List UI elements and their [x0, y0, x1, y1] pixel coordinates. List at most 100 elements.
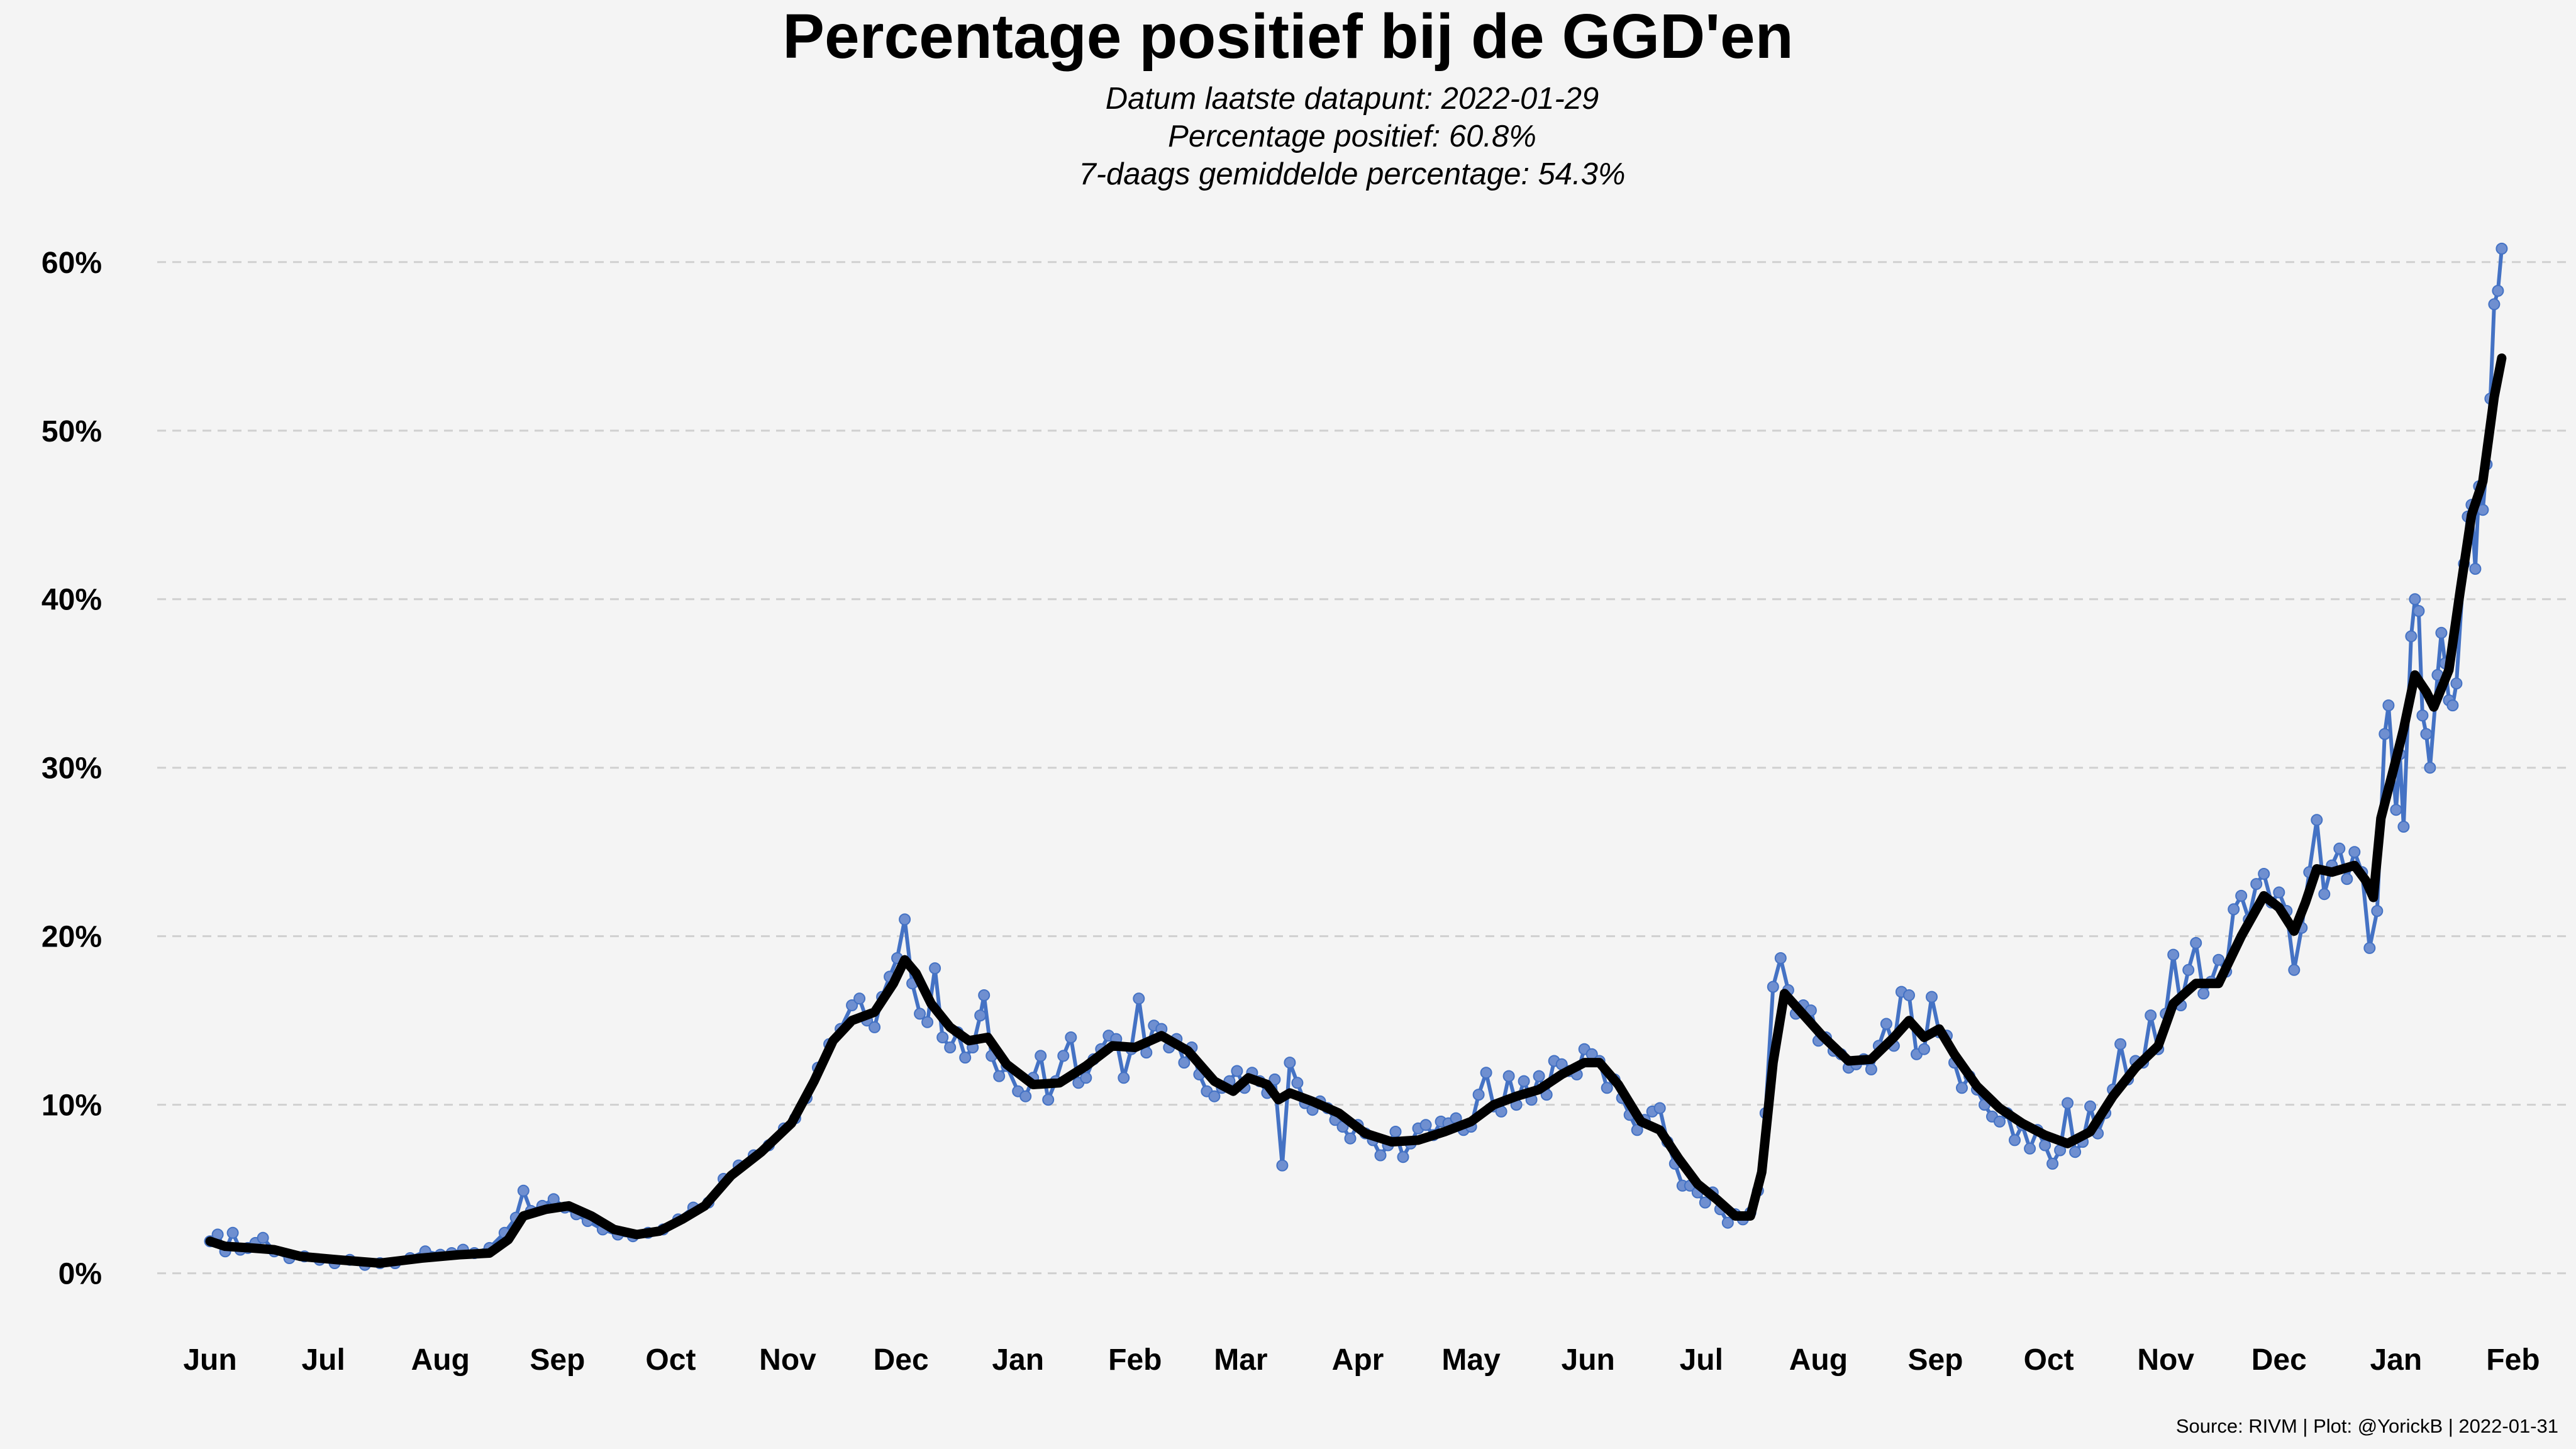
- daily-point: [2288, 963, 2301, 976]
- chart-subtitle-line-3: 7-daags gemiddelde percentage: 54.3%: [1079, 157, 1625, 191]
- daily-point: [2046, 1157, 2059, 1170]
- x-tick-label: Oct: [645, 1343, 696, 1377]
- daily-point: [2416, 709, 2429, 722]
- daily-point: [1721, 1216, 1734, 1229]
- daily-point: [2363, 941, 2376, 954]
- chart-caption: Source: RIVM | Plot: @YorickB | 2022-01-…: [2176, 1415, 2558, 1437]
- daily-point: [517, 1184, 530, 1197]
- daily-point: [2167, 948, 2180, 961]
- x-tick-label: Nov: [2137, 1343, 2194, 1377]
- x-tick-label: Aug: [1789, 1343, 1848, 1377]
- daily-point: [914, 1008, 926, 1020]
- daily-point: [1926, 991, 1938, 1003]
- daily-point: [978, 989, 991, 1001]
- daily-point: [257, 1231, 269, 1244]
- x-axis: Jun Jul Aug Sep Oct Nov Dec Jan Feb Mar Apr May Jun J…: [183, 1343, 2540, 1377]
- daily-point: [1276, 1159, 1289, 1172]
- daily-point: [993, 1070, 1006, 1082]
- daily-point: [2114, 1038, 2127, 1050]
- x-tick-label: Aug: [411, 1343, 470, 1377]
- daily-point: [959, 1052, 972, 1064]
- daily-point: [2371, 905, 2384, 917]
- x-tick-label: Jan: [2370, 1343, 2422, 1377]
- y-tick-label: 0%: [58, 1258, 102, 1291]
- y-tick-label: 60%: [42, 247, 102, 280]
- x-tick-label: Feb: [1108, 1343, 1162, 1377]
- daily-point: [2069, 1146, 2082, 1158]
- daily-point: [2435, 626, 2448, 639]
- daily-point: [936, 1031, 949, 1043]
- daily-point: [1903, 989, 1915, 1001]
- chart-subtitle-line-2: Percentage positief: 60.8%: [1168, 119, 1536, 153]
- daily-point: [1042, 1094, 1055, 1106]
- x-tick-label: Mar: [1214, 1343, 1267, 1377]
- daily-point: [2190, 936, 2202, 949]
- daily-point: [2145, 1009, 2157, 1022]
- x-tick-label: Dec: [874, 1343, 929, 1377]
- daily-point: [1533, 1070, 1545, 1082]
- x-tick-label: Apr: [1332, 1343, 1384, 1377]
- daily-point: [1208, 1090, 1221, 1102]
- daily-point: [2492, 284, 2504, 297]
- daily-point: [1994, 1115, 2006, 1128]
- y-tick-label: 50%: [42, 415, 102, 448]
- daily-point: [2348, 846, 2361, 858]
- daily-point: [2488, 298, 2501, 311]
- daily-point: [1502, 1070, 1515, 1082]
- y-tick-label: 10%: [42, 1089, 102, 1123]
- daily-point: [974, 1009, 987, 1022]
- daily-point: [2405, 630, 2418, 643]
- daily-point: [2212, 953, 2225, 966]
- daily-point: [2182, 963, 2195, 976]
- daily-point: [2341, 873, 2353, 886]
- x-tick-label: Dec: [2251, 1343, 2307, 1377]
- daily-point: [1231, 1065, 1243, 1077]
- x-tick-label: Sep: [530, 1343, 585, 1377]
- daily-point: [2397, 821, 2410, 833]
- daily-point: [2009, 1134, 2021, 1146]
- daily-point: [2024, 1142, 2036, 1155]
- daily-point: [226, 1226, 239, 1239]
- y-tick-label: 40%: [42, 584, 102, 617]
- daily-point: [899, 913, 911, 926]
- daily-point: [2390, 804, 2402, 816]
- chart-subtitle-line-1: Datum laatste datapunt: 2022-01-29: [1106, 82, 1599, 116]
- daily-point: [1284, 1057, 1296, 1069]
- daily-point: [1080, 1072, 1092, 1084]
- daily-point: [2084, 1100, 2097, 1113]
- daily-point: [2318, 888, 2331, 901]
- daily-point: [1601, 1082, 1613, 1094]
- x-tick-label: Nov: [759, 1343, 816, 1377]
- daily-point: [1419, 1119, 1432, 1131]
- x-tick-label: May: [1441, 1343, 1501, 1377]
- daily-point: [944, 1041, 957, 1053]
- daily-point: [1767, 980, 1779, 993]
- x-tick-label: Jun: [1562, 1343, 1615, 1377]
- daily-point: [2333, 842, 2346, 855]
- daily-point: [1518, 1075, 1530, 1087]
- daily-point: [2469, 563, 2482, 575]
- daily-point: [2382, 699, 2395, 712]
- daily-point: [1118, 1072, 1130, 1084]
- daily-point: [1178, 1057, 1191, 1069]
- daily-point: [1397, 1151, 1409, 1163]
- x-tick-label: Jul: [301, 1343, 345, 1377]
- daily-point: [2062, 1097, 2074, 1109]
- daily-point: [1269, 1073, 1281, 1085]
- x-tick-label: Sep: [1907, 1343, 1963, 1377]
- x-tick-label: Oct: [2024, 1343, 2074, 1377]
- x-tick-label: Jul: [1680, 1343, 1723, 1377]
- daily-point: [2235, 889, 2248, 902]
- daily-point: [2412, 605, 2425, 617]
- plot-area: [204, 242, 2508, 1271]
- daily-point: [2273, 886, 2285, 899]
- daily-point: [929, 962, 941, 975]
- daily-point: [1374, 1149, 1387, 1162]
- daily-point: [1035, 1050, 1047, 1062]
- x-tick-label: Jan: [992, 1343, 1044, 1377]
- daily-point: [1389, 1126, 1402, 1138]
- daily-point: [1653, 1102, 1666, 1114]
- daily-point: [853, 992, 866, 1005]
- daily-point: [846, 999, 858, 1011]
